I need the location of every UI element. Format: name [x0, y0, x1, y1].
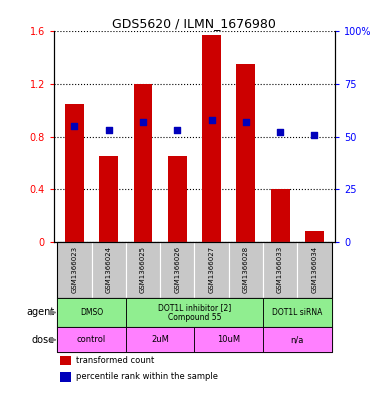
Text: percentile rank within the sample: percentile rank within the sample: [76, 373, 218, 382]
Bar: [271, 189, 290, 242]
Bar: [60, 372, 71, 382]
Point: [209, 117, 215, 123]
Bar: [194, 327, 263, 352]
Point: [105, 127, 112, 134]
Bar: [229, 242, 263, 298]
Text: GSM1366033: GSM1366033: [277, 246, 283, 294]
Bar: [202, 35, 221, 242]
Text: control: control: [77, 335, 106, 344]
Point: [140, 119, 146, 125]
Bar: [126, 327, 194, 352]
Point: [311, 131, 318, 138]
Text: DOT1L inhibitor [2]
Compound 55: DOT1L inhibitor [2] Compound 55: [158, 303, 231, 322]
Text: GSM1366028: GSM1366028: [243, 246, 249, 293]
Point: [277, 129, 283, 136]
Text: 2uM: 2uM: [151, 335, 169, 344]
Text: GSM1366026: GSM1366026: [174, 246, 180, 293]
Bar: [305, 231, 324, 242]
Text: 10uM: 10uM: [217, 335, 240, 344]
Bar: [92, 242, 126, 298]
Text: GSM1366023: GSM1366023: [72, 246, 77, 293]
Text: agent: agent: [26, 307, 55, 318]
Bar: [57, 298, 126, 327]
Bar: [263, 327, 331, 352]
Bar: [160, 242, 194, 298]
Text: GSM1366024: GSM1366024: [106, 246, 112, 293]
Text: dose: dose: [32, 335, 55, 345]
Title: GDS5620 / ILMN_1676980: GDS5620 / ILMN_1676980: [112, 17, 276, 30]
Bar: [297, 242, 331, 298]
Point: [243, 119, 249, 125]
Text: GSM1366027: GSM1366027: [209, 246, 214, 293]
Bar: [126, 298, 263, 327]
Text: GSM1366034: GSM1366034: [311, 246, 317, 293]
Point: [174, 127, 180, 134]
Bar: [60, 356, 71, 365]
Text: transformed count: transformed count: [76, 356, 155, 365]
Bar: [57, 242, 92, 298]
Bar: [57, 327, 126, 352]
Bar: [194, 242, 229, 298]
Text: n/a: n/a: [291, 335, 304, 344]
Bar: [263, 298, 331, 327]
Bar: [134, 84, 152, 242]
Bar: [263, 242, 297, 298]
Bar: [168, 156, 187, 242]
Bar: [236, 64, 255, 242]
Text: DMSO: DMSO: [80, 308, 103, 317]
Bar: [126, 242, 160, 298]
Text: DOT1L siRNA: DOT1L siRNA: [272, 308, 322, 317]
Bar: [65, 104, 84, 242]
Bar: [99, 156, 118, 242]
Point: [71, 123, 77, 129]
Text: GSM1366025: GSM1366025: [140, 246, 146, 293]
